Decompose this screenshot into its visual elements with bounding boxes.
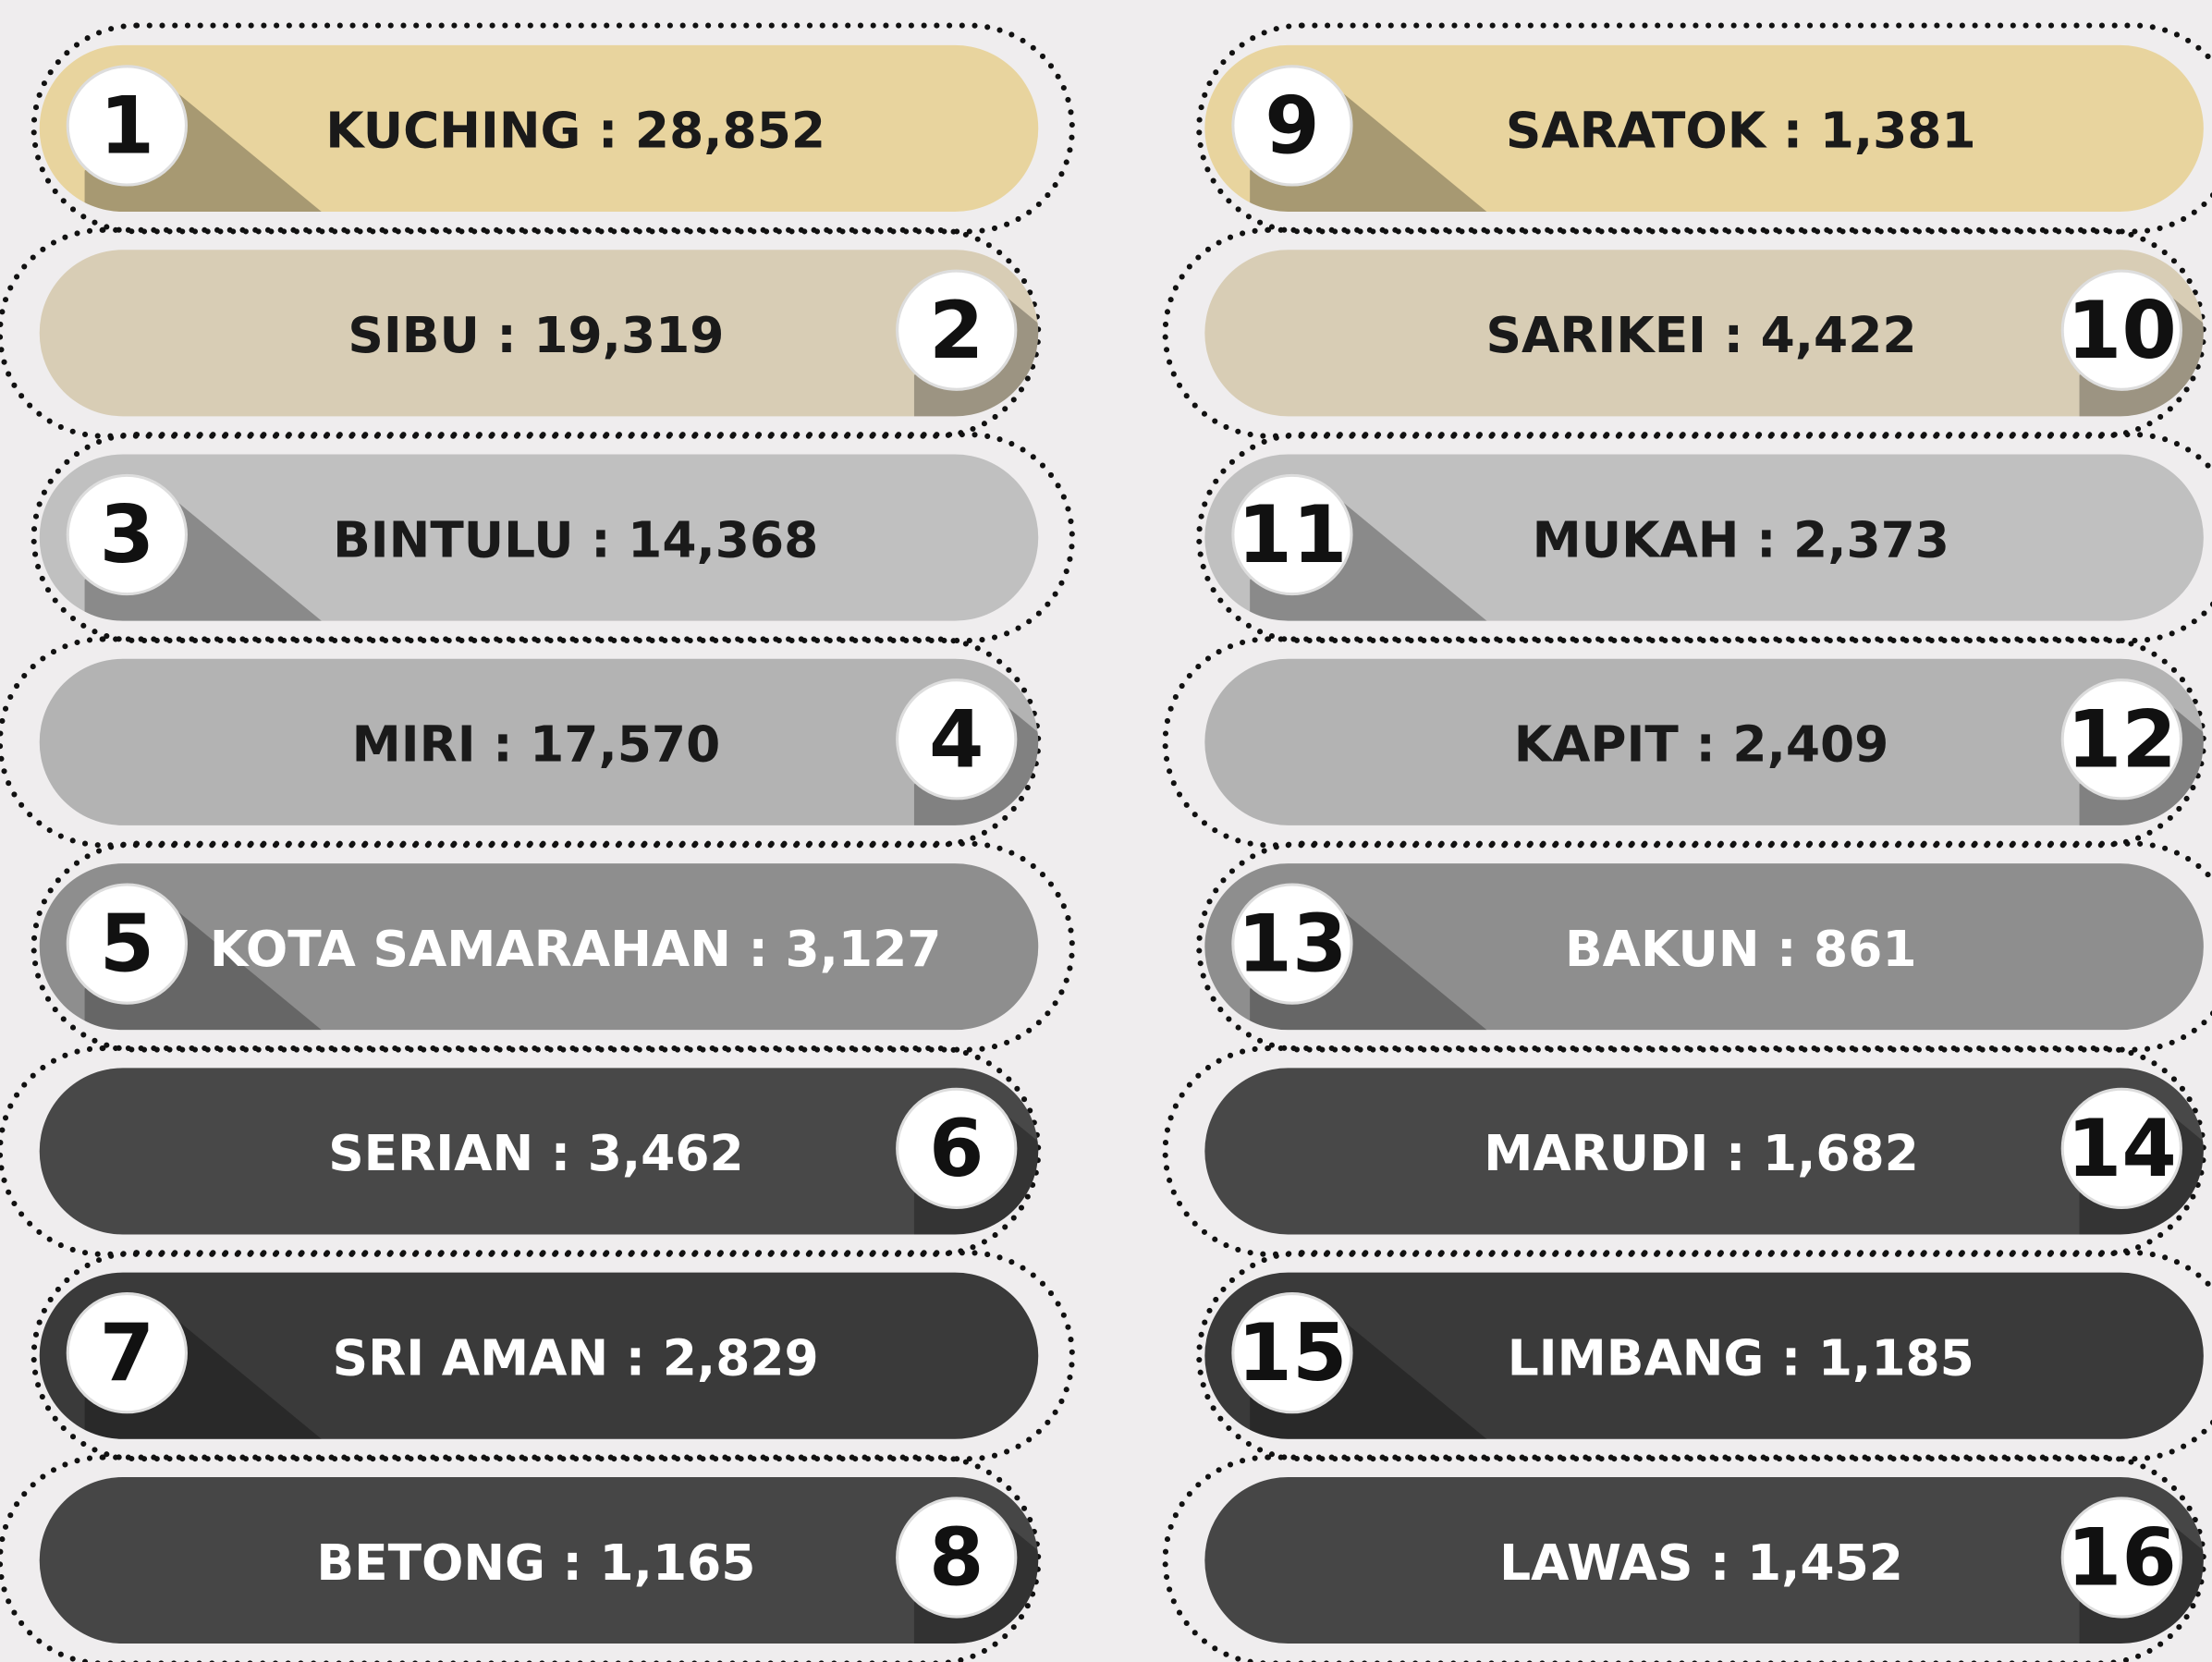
pill xyxy=(1204,1476,2204,1644)
district-label: MIRI : 17,570 xyxy=(352,715,721,774)
rank-number: 3 xyxy=(100,490,154,581)
badge xyxy=(66,473,188,596)
badge xyxy=(896,678,1018,800)
pill xyxy=(39,1068,1039,1235)
badge xyxy=(2060,1497,2182,1619)
pill xyxy=(39,1272,1039,1439)
badge xyxy=(2060,678,2182,800)
dotted-outline xyxy=(1196,1250,2212,1462)
pill xyxy=(39,44,1039,213)
rank-number: 11 xyxy=(1237,490,1347,581)
badge xyxy=(66,1292,188,1414)
badge xyxy=(1231,1292,1353,1414)
district-label: SIBU : 19,319 xyxy=(348,306,724,364)
badge xyxy=(896,1087,1018,1210)
district-label: BETONG : 1,165 xyxy=(316,1534,755,1592)
rank-number: 9 xyxy=(1265,80,1319,172)
rank-number: 1 xyxy=(100,80,154,172)
district-label: KUCHING : 28,852 xyxy=(325,102,825,160)
rank-number: 14 xyxy=(2067,1104,2177,1195)
dotted-outline xyxy=(1196,840,2212,1053)
dotted-outline xyxy=(31,1250,1075,1462)
district-label: BAKUN : 861 xyxy=(1565,920,1917,978)
district-label: LIMBANG : 1,185 xyxy=(1508,1328,1974,1387)
pill xyxy=(1204,863,2204,1031)
district-label: KAPIT : 2,409 xyxy=(1514,715,1889,774)
rank-number: 2 xyxy=(929,286,984,377)
rank-number: 5 xyxy=(100,899,154,991)
pill xyxy=(39,250,1039,417)
rank-number: 16 xyxy=(2067,1513,2177,1605)
dotted-outline xyxy=(1196,22,2212,235)
district-label: SARIKEI : 4,422 xyxy=(1486,306,1917,364)
dotted-outline xyxy=(1196,432,2212,643)
rank-number: 10 xyxy=(2067,286,2177,377)
district-label: SERIAN : 3,462 xyxy=(328,1124,743,1182)
rank-number: 13 xyxy=(1237,899,1347,991)
dotted-outline xyxy=(0,1454,1042,1662)
district-label: LAWAS : 1,452 xyxy=(1499,1534,1903,1592)
pill xyxy=(1204,454,2204,621)
district-label: SRI AMAN : 2,829 xyxy=(333,1328,819,1387)
badge xyxy=(1231,883,1353,1005)
pill xyxy=(1204,1272,2204,1439)
rank-number: 7 xyxy=(100,1308,154,1399)
district-label: KOTA SAMARAHAN : 3,127 xyxy=(210,920,942,978)
pill xyxy=(1204,1068,2204,1235)
district-label: SARATOK : 1,381 xyxy=(1506,102,1976,160)
badge xyxy=(1231,473,1353,596)
badge xyxy=(66,883,188,1005)
dotted-outline xyxy=(31,840,1075,1053)
pill xyxy=(1204,44,2204,213)
rank-number: 6 xyxy=(929,1104,984,1195)
rank-number: 4 xyxy=(929,694,984,786)
badge xyxy=(2060,269,2182,391)
badge xyxy=(1231,65,1353,187)
rank-number: 8 xyxy=(929,1513,984,1605)
badge xyxy=(896,1497,1018,1619)
pill xyxy=(39,658,1039,825)
pill xyxy=(39,863,1039,1031)
pill xyxy=(1204,658,2204,825)
pill xyxy=(39,454,1039,621)
badge xyxy=(66,65,188,187)
district-label: BINTULU : 14,368 xyxy=(333,510,818,568)
district-label: MUKAH : 2,373 xyxy=(1533,510,1949,568)
rank-number: 12 xyxy=(2067,694,2177,786)
district-label: MARUDI : 1,682 xyxy=(1484,1124,1919,1182)
badge xyxy=(2060,1087,2182,1210)
pill xyxy=(1204,250,2204,417)
pill xyxy=(39,1476,1039,1644)
dotted-outline xyxy=(1162,1454,2206,1662)
dotted-outline xyxy=(31,432,1075,644)
badge xyxy=(896,269,1018,391)
dotted-outline xyxy=(31,22,1075,235)
rank-number: 15 xyxy=(1237,1308,1347,1399)
